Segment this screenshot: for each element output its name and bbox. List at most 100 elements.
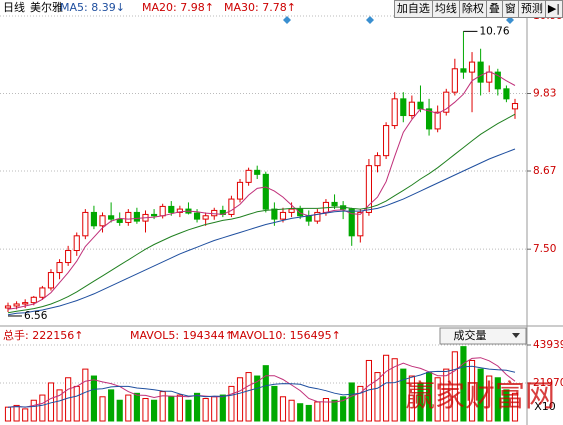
candle-body	[348, 208, 355, 237]
candle-body	[125, 211, 132, 223]
volume-bar	[142, 398, 149, 422]
candle-body	[408, 101, 415, 117]
candle-body	[133, 211, 140, 222]
volume-bar	[13, 404, 20, 422]
volume-bar	[451, 351, 458, 422]
candle-body	[391, 98, 398, 127]
volume-bar	[82, 368, 89, 422]
volume-bar	[65, 377, 72, 422]
legend-entry: MA20: 7.98↑	[142, 1, 214, 14]
volume-bar	[408, 375, 415, 422]
volume-bar	[279, 396, 287, 422]
volume-bar	[340, 396, 347, 422]
y-tick-label: 43939	[533, 339, 563, 351]
volume-bar	[73, 385, 80, 422]
candle-body	[22, 302, 29, 305]
candle-body	[211, 209, 218, 217]
toolbar-button[interactable]: 除权	[458, 0, 487, 18]
indicator-label[interactable]: 成交量	[454, 328, 487, 342]
toolbar-button[interactable]: 均线	[431, 0, 460, 18]
volume-bar	[511, 392, 519, 422]
volume-bar	[331, 399, 338, 422]
toolbar-button[interactable]: 预测	[517, 0, 546, 18]
candle-body	[271, 208, 278, 220]
candle-body	[47, 272, 55, 289]
volume-bar	[443, 368, 450, 422]
dropdown-arrow[interactable]	[512, 333, 520, 338]
stock-name: 美尔雅	[30, 0, 63, 14]
volume-bar	[288, 399, 295, 422]
volume-bar	[271, 385, 278, 422]
toolbar: 加自选 均线 除权叠窗预测 ▶|	[393, 0, 563, 18]
volume-bar	[151, 399, 158, 422]
volume-bar	[236, 377, 244, 422]
volume-bar	[305, 404, 312, 422]
candle-body	[108, 215, 115, 220]
ma-line	[7, 357, 516, 408]
annotation-label: 10.76	[479, 25, 509, 37]
volume-bar	[391, 358, 398, 422]
volume-bar	[348, 382, 355, 422]
volume-bar	[400, 368, 407, 422]
volume-bar	[56, 389, 63, 422]
volume-bar	[425, 372, 433, 422]
volume-bar	[468, 359, 476, 422]
volume-bar	[168, 396, 175, 422]
volume-bar	[460, 346, 467, 422]
candle-body	[73, 235, 80, 252]
candle-body	[288, 208, 295, 213]
volume-bar	[219, 394, 226, 422]
volume-bar	[30, 399, 37, 422]
volume-bar	[477, 368, 484, 422]
candle-body	[228, 198, 235, 215]
candle-body	[236, 181, 244, 200]
y-tick-label: 8.67	[533, 165, 556, 177]
volume-bar	[90, 375, 98, 422]
volume-bar	[297, 403, 304, 422]
candle-body	[279, 211, 287, 220]
volume-bar	[314, 401, 321, 422]
candle-body	[400, 98, 407, 117]
candle-body	[511, 103, 519, 110]
candle-body	[90, 211, 98, 227]
volume-bar	[125, 394, 132, 422]
volume-bar	[322, 398, 330, 422]
volume-bar	[202, 398, 209, 422]
volume-bar	[486, 375, 493, 422]
volume-bar	[108, 389, 115, 422]
candle-body	[176, 208, 183, 213]
candle-body	[468, 61, 476, 73]
candle-body	[331, 201, 338, 207]
candle-body	[254, 169, 261, 175]
ma-line	[7, 70, 516, 310]
candle-body	[4, 305, 12, 309]
candle-body	[434, 111, 441, 130]
candle-body	[494, 71, 501, 90]
candle-body	[151, 213, 158, 217]
candle-body	[417, 101, 424, 110]
toolbar-button[interactable]: 叠	[485, 0, 503, 18]
candle-body	[262, 173, 269, 210]
candle-body	[503, 88, 510, 100]
volume-bar	[383, 354, 390, 422]
volume-unit: X10	[534, 400, 556, 413]
watermark: 赢家财富网	[405, 379, 555, 414]
indicator-select[interactable]	[439, 327, 527, 345]
candle-body	[13, 303, 20, 307]
toolbar-button[interactable]: 加自选	[393, 0, 433, 18]
volume-bar	[374, 372, 381, 422]
volume-bar	[185, 399, 192, 422]
toolbar-button[interactable]: 窗	[501, 0, 519, 18]
volume-bar	[254, 375, 261, 422]
volume-bar	[357, 385, 364, 422]
volume-bar	[193, 392, 201, 422]
volume-bar	[434, 377, 441, 422]
candle-body	[65, 250, 72, 264]
candle-body	[486, 71, 493, 83]
ma-line	[7, 148, 516, 316]
candle-body	[451, 68, 458, 93]
volume-bar	[228, 385, 235, 422]
toolbar-button[interactable]: ▶|	[544, 0, 563, 18]
